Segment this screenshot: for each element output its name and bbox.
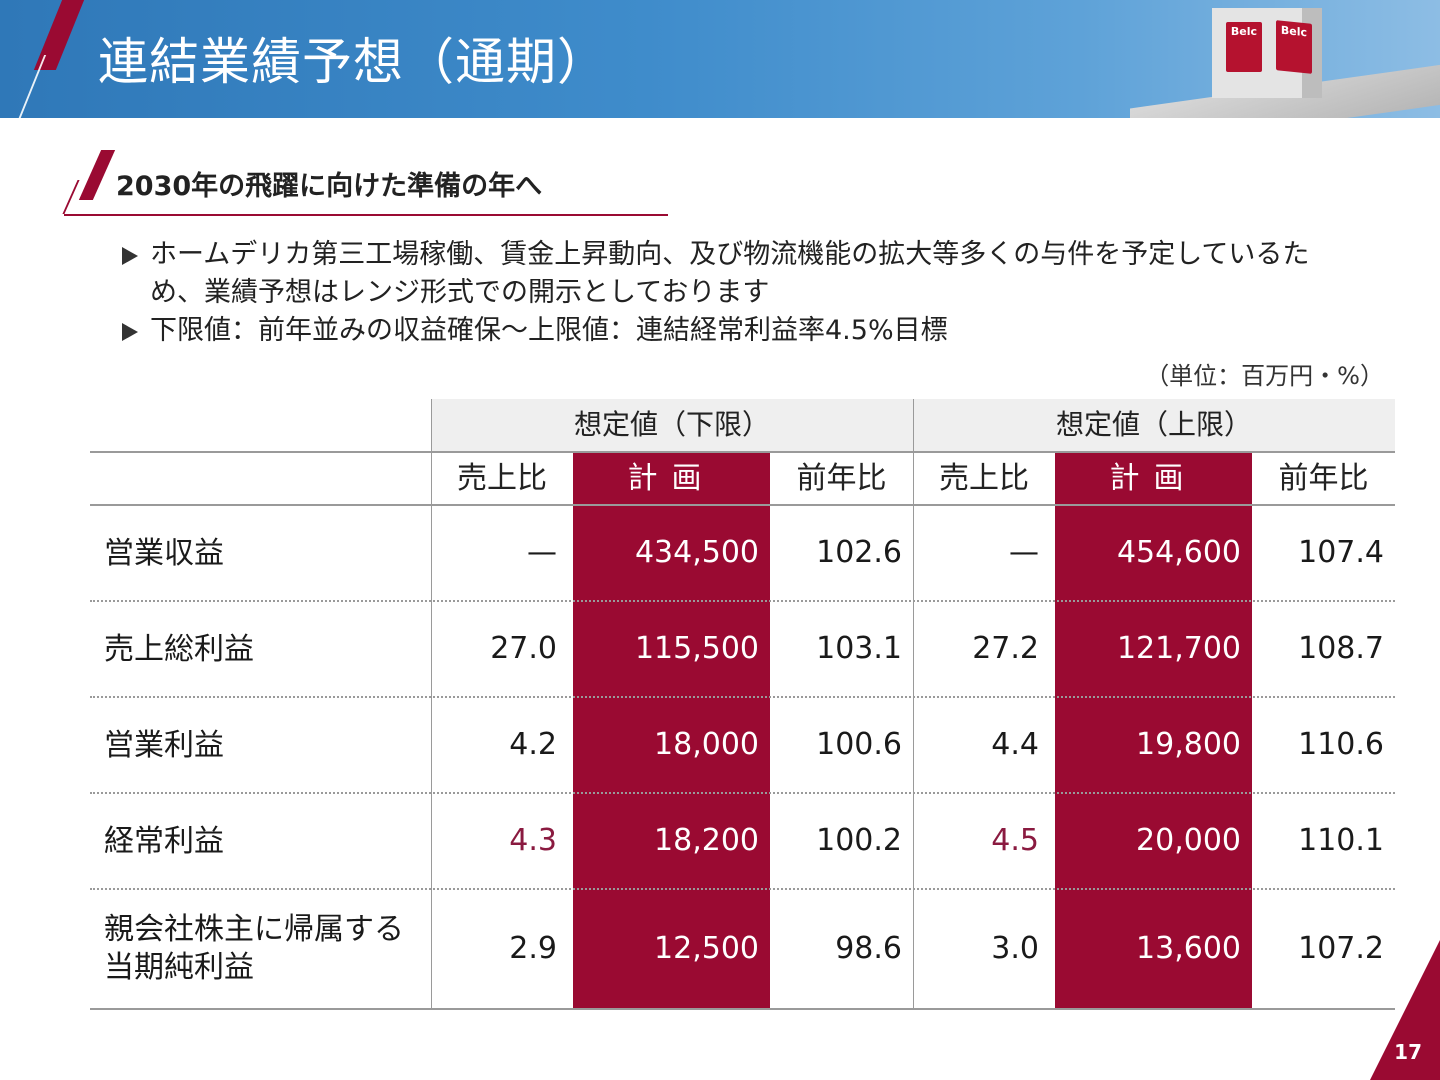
forecast-table: 想定値（下限） 想定値（上限） 売上比 計画 前年比 売上比 計画 前年比 営業… — [90, 399, 1395, 1011]
page-number: 17 — [1394, 1040, 1422, 1064]
cell-sales-ratio-highlight: 4.5 — [991, 823, 1039, 858]
header-divider — [90, 451, 1395, 453]
cell-plan: 20,000 — [1136, 823, 1241, 858]
cell-yoy: 110.6 — [1298, 727, 1384, 762]
cell-plan: 13,600 — [1136, 931, 1241, 966]
plan-column-lower — [573, 453, 770, 1009]
cell-sales-ratio-highlight: 4.3 — [509, 823, 557, 858]
store-sign: Belc — [1276, 20, 1312, 74]
column-header-yoy: 前年比 — [796, 461, 887, 496]
triangle-bullet-icon — [122, 247, 138, 265]
cell-sales-ratio: 4.2 — [509, 727, 557, 762]
cell-sales-ratio: — — [527, 535, 557, 570]
title-banner: 連結業績予想（通期） Belc Belc — [0, 0, 1440, 118]
cell-sales-ratio: 4.4 — [991, 727, 1039, 762]
cell-sales-ratio: 2.9 — [509, 931, 557, 966]
column-divider — [913, 399, 914, 1009]
cell-yoy: 98.6 — [835, 931, 902, 966]
row-label-line: 当期純利益 — [104, 950, 254, 985]
unit-note: （単位：百万円・%） — [1145, 362, 1384, 390]
table-bottom-border — [90, 1008, 1395, 1010]
row-divider — [90, 696, 1395, 698]
cell-plan: 18,000 — [654, 727, 759, 762]
row-label-line: 親会社株主に帰属する — [104, 912, 404, 947]
bullet-item: ホームデリカ第三工場稼働、賃金上昇動向、及び物流機能の拡大等多くの与件を予定して… — [122, 236, 1362, 312]
cell-plan: 12,500 — [654, 931, 759, 966]
row-label-net-income: 親会社株主に帰属する 当期純利益 — [104, 911, 404, 987]
heading-mark-line — [62, 180, 80, 214]
plan-column-upper — [1055, 453, 1252, 1009]
cell-sales-ratio: 27.2 — [972, 631, 1039, 666]
store-sign: Belc — [1226, 22, 1262, 72]
cell-plan: 121,700 — [1116, 631, 1241, 666]
header-divider — [90, 504, 1395, 506]
cell-yoy: 108.7 — [1298, 631, 1384, 666]
column-header-yoy: 前年比 — [1278, 461, 1369, 496]
cell-plan: 19,800 — [1136, 727, 1241, 762]
heading-mark — [78, 150, 116, 200]
cell-plan: 18,200 — [654, 823, 759, 858]
cell-yoy: 102.6 — [816, 535, 902, 570]
cell-sales-ratio: 27.0 — [490, 631, 557, 666]
footer-decorative-triangle — [1370, 940, 1440, 1080]
cell-yoy: 107.4 — [1298, 535, 1384, 570]
cell-plan: 115,500 — [634, 631, 759, 666]
row-label-operating-profit: 営業利益 — [104, 728, 224, 763]
row-divider — [90, 888, 1395, 890]
group-header-lower: 想定値（下限） — [573, 408, 770, 441]
row-divider — [90, 600, 1395, 602]
decorative-line — [15, 55, 47, 118]
section-heading: 2030年の飛躍に向けた準備の年へ — [60, 150, 668, 216]
column-header-plan: 計画 — [1109, 461, 1198, 496]
row-divider — [90, 792, 1395, 794]
cell-yoy: 107.2 — [1298, 931, 1384, 966]
cell-plan: 434,500 — [634, 535, 759, 570]
cell-yoy: 100.6 — [816, 727, 902, 762]
heading-underline — [64, 214, 668, 216]
cell-plan: 454,600 — [1116, 535, 1241, 570]
group-header-upper: 想定値（上限） — [1055, 408, 1252, 441]
cell-yoy: 100.2 — [816, 823, 902, 858]
bullet-text: ホームデリカ第三工場稼働、賃金上昇動向、及び物流機能の拡大等多くの与件を予定して… — [150, 239, 1310, 308]
bullet-item: 下限値：前年並みの収益確保～上限値：連結経常利益率4.5%目標 — [122, 312, 1362, 350]
cell-sales-ratio: — — [1009, 535, 1039, 570]
row-label-operating-revenue: 営業収益 — [104, 536, 224, 571]
section-heading-text: 2030年の飛躍に向けた準備の年へ — [116, 171, 543, 202]
page-title: 連結業績予想（通期） — [98, 33, 608, 91]
cell-yoy: 110.1 — [1298, 823, 1384, 858]
bullet-list: ホームデリカ第三工場稼働、賃金上昇動向、及び物流機能の拡大等多くの与件を予定して… — [122, 236, 1362, 350]
row-label-ordinary-profit: 経常利益 — [104, 824, 224, 859]
row-label-gross-profit: 売上総利益 — [104, 632, 254, 667]
column-header-sales-ratio: 売上比 — [457, 461, 547, 496]
column-header-sales-ratio: 売上比 — [939, 461, 1029, 496]
cell-sales-ratio: 3.0 — [991, 931, 1039, 966]
bullet-text: 下限値：前年並みの収益確保～上限値：連結経常利益率4.5%目標 — [150, 315, 948, 346]
column-header-plan: 計画 — [627, 461, 716, 496]
cell-yoy: 103.1 — [816, 631, 902, 666]
triangle-bullet-icon — [122, 323, 138, 341]
store-photo: Belc Belc — [1130, 0, 1440, 118]
column-divider — [431, 399, 432, 1009]
